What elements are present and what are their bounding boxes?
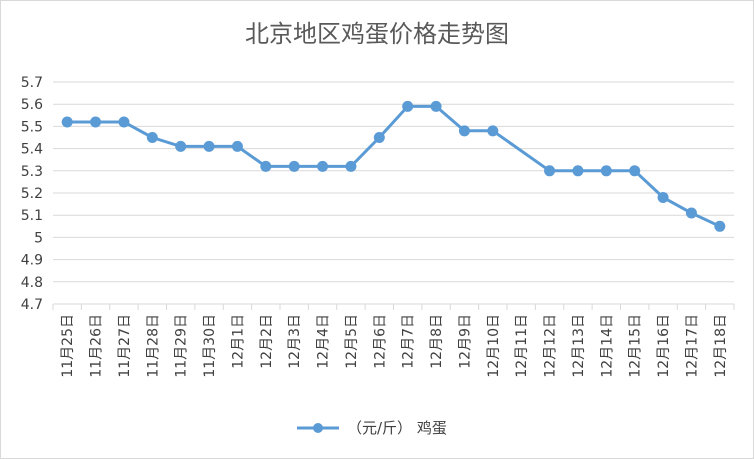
y-tick-label: 5.2 <box>21 186 43 202</box>
y-tick-label: 4.9 <box>21 253 43 269</box>
x-tick-label: 11月26日 <box>89 314 105 378</box>
legend-label: （元/斤） 鸡蛋 <box>347 419 447 437</box>
x-tick-label: 12月9日 <box>457 314 473 369</box>
data-point <box>288 160 300 172</box>
data-point <box>714 220 726 232</box>
y-tick-label: 4.8 <box>21 275 43 291</box>
x-tick-label: 11月29日 <box>174 314 190 378</box>
x-tick-label: 12月11日 <box>514 314 530 378</box>
data-point <box>231 140 243 152</box>
data-point <box>402 100 414 112</box>
x-tick-label: 12月14日 <box>599 314 615 378</box>
data-point <box>458 125 470 137</box>
data-point <box>260 160 272 172</box>
y-tick-label: 5.4 <box>21 142 43 158</box>
y-tick-label: 5.5 <box>21 119 43 135</box>
data-point <box>345 160 357 172</box>
y-axis-ticks: 5.7 5.6 5.5 5.4 5.3 5.2 5.1 5 4.9 4.8 4.7 <box>21 75 43 313</box>
chart-title: 北京地区鸡蛋价格走势图 <box>245 20 509 48</box>
series-line <box>67 104 721 228</box>
data-point <box>317 160 329 172</box>
x-tick-label: 12月7日 <box>401 314 417 369</box>
x-tick-label: 12月12日 <box>543 314 559 378</box>
x-tick-label: 12月8日 <box>429 314 445 369</box>
y-tick-label: 5.6 <box>21 97 43 113</box>
data-point <box>430 100 442 112</box>
x-tick-label: 12月5日 <box>344 314 360 369</box>
data-point <box>629 165 641 177</box>
x-tick-label: 12月17日 <box>684 314 700 378</box>
y-tick-label: 5.7 <box>21 75 43 91</box>
x-tick-label: 12月1日 <box>230 314 246 369</box>
data-point <box>90 116 102 128</box>
y-tick-label: 5 <box>34 230 43 246</box>
data-point <box>175 140 187 152</box>
legend-point-marker <box>313 423 323 433</box>
x-tick-label: 11月27日 <box>117 314 133 378</box>
x-tick-label: 12月15日 <box>628 314 644 378</box>
data-point <box>572 165 584 177</box>
x-tick-label: 12月3日 <box>287 314 303 369</box>
data-point <box>487 125 499 137</box>
series-line-group <box>61 100 726 232</box>
y-tick-label: 4.7 <box>21 297 43 313</box>
x-tick-label: 11月28日 <box>145 314 161 378</box>
data-point <box>657 191 669 203</box>
y-tick-label: 5.3 <box>21 164 43 180</box>
x-tick-label: 12月18日 <box>713 314 729 378</box>
x-tick-label: 11月25日 <box>60 314 76 378</box>
data-point <box>118 116 130 128</box>
data-point <box>544 165 556 177</box>
x-tick-label: 12月6日 <box>372 314 388 369</box>
y-tick-label: 5.1 <box>21 208 43 224</box>
x-tick-label: 12月16日 <box>656 314 672 378</box>
x-tick-label: 12月10日 <box>486 314 502 378</box>
data-point <box>373 132 385 143</box>
data-point <box>61 116 73 128</box>
x-tick-label: 12月2日 <box>259 314 275 369</box>
grid-lines <box>52 81 735 310</box>
x-tick-label: 11月30日 <box>202 314 218 378</box>
x-axis-ticks: 11月25日 11月26日 11月27日 11月28日 11月29日 11月30日 12月1… <box>60 314 729 378</box>
data-point <box>600 165 612 177</box>
x-tick-label: 12月13日 <box>571 314 587 378</box>
data-point <box>203 140 215 152</box>
data-point <box>685 207 697 219</box>
data-point <box>146 132 158 143</box>
legend: （元/斤） 鸡蛋 <box>297 419 447 437</box>
x-tick-label: 12月4日 <box>316 314 332 369</box>
